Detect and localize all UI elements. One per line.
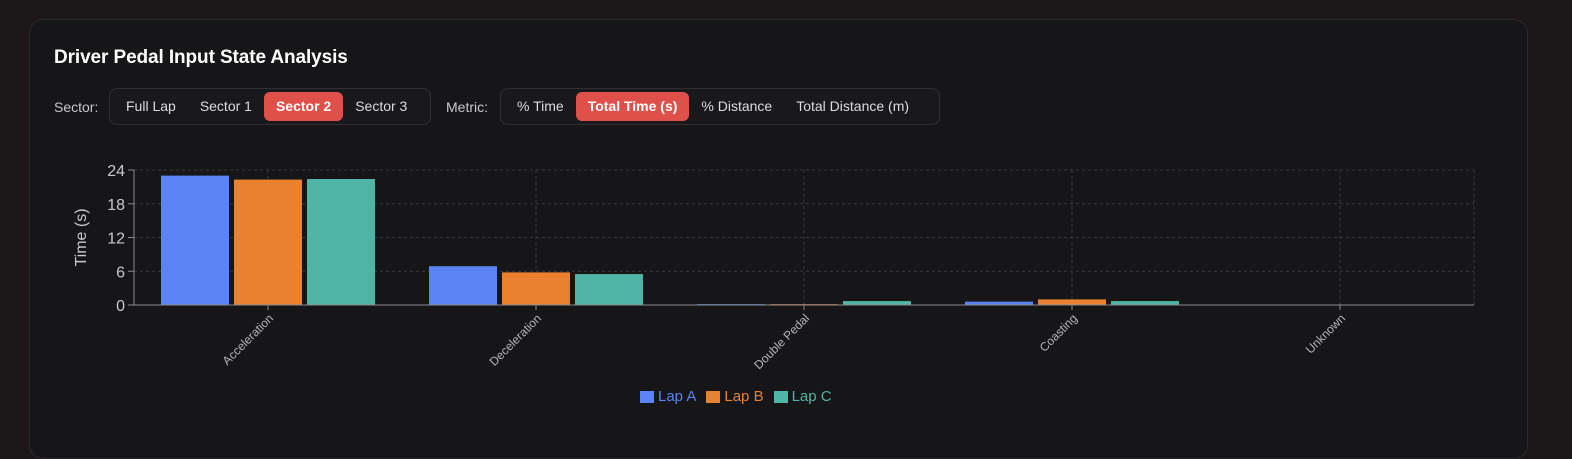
bar-lap-b-coasting (1038, 299, 1106, 305)
bar-lap-c-coasting (1111, 301, 1179, 305)
bar-lap-a-coasting (965, 301, 1033, 305)
y-tick-label: 6 (116, 264, 125, 281)
legend-label-lap-b: Lap B (724, 388, 764, 405)
y-tick-label: 24 (107, 163, 125, 180)
bar-lap-b-acceleration (234, 179, 302, 305)
x-tick-label: Coasting (1037, 311, 1080, 354)
sector-label: Sector: (54, 99, 99, 115)
metric-option-pct-time[interactable]: % Time (517, 98, 564, 114)
legend-label-lap-a: Lap A (658, 388, 697, 405)
legend-item-lap-b[interactable]: Lap B (706, 388, 764, 405)
x-tick-label: Deceleration (487, 311, 545, 369)
y-tick-label: 12 (107, 231, 125, 248)
x-tick-label: Unknown (1303, 311, 1348, 356)
sector-selector: Full Lap Sector 1 Sector 2 Sector 3 (109, 88, 431, 125)
bar-lap-b-deceleration (502, 272, 570, 305)
legend-swatch-lap-c (773, 390, 788, 403)
metric-option-pct-distance[interactable]: % Distance (701, 98, 773, 114)
y-tick-label: 18 (107, 197, 125, 214)
bar-lap-c-acceleration (307, 179, 375, 305)
metric-option-total-distance[interactable]: Total Distance (m) (796, 98, 910, 114)
y-axis-label: Time (s) (73, 208, 90, 266)
legend-label-lap-c: Lap C (791, 388, 832, 405)
chart-legend: Lap A Lap B Lap C (640, 388, 832, 405)
x-tick-label: Acceleration (220, 311, 277, 368)
legend-item-lap-a[interactable]: Lap A (640, 388, 696, 405)
x-tick-label: Double Pedal (751, 311, 812, 372)
sector-option-full-lap[interactable]: Full Lap (126, 98, 176, 114)
bar-lap-c-deceleration (575, 274, 643, 305)
legend-swatch-lap-b (706, 390, 721, 403)
metric-option-total-time[interactable]: Total Time (s) (575, 92, 690, 121)
bar-lap-a-deceleration (429, 266, 497, 305)
page-title: Driver Pedal Input State Analysis (54, 47, 348, 68)
y-tick-label: 0 (116, 298, 125, 315)
legend-item-lap-c[interactable]: Lap C (773, 388, 832, 405)
bar-lap-c-double-pedal (843, 301, 911, 305)
sector-option-sector-1[interactable]: Sector 1 (199, 98, 252, 114)
sector-option-sector-2[interactable]: Sector 2 (263, 92, 344, 121)
bar-chart: 0 6 12 18 24 Acceleration Deceleration Double P… (73, 163, 1475, 372)
legend-swatch-lap-a (640, 390, 654, 403)
bar-lap-a-acceleration (161, 175, 229, 305)
metric-label: Metric: (446, 99, 488, 115)
metric-selector: % Time Total Time (s) % Distance Total D… (500, 88, 940, 125)
sector-option-sector-3[interactable]: Sector 3 (355, 98, 408, 114)
